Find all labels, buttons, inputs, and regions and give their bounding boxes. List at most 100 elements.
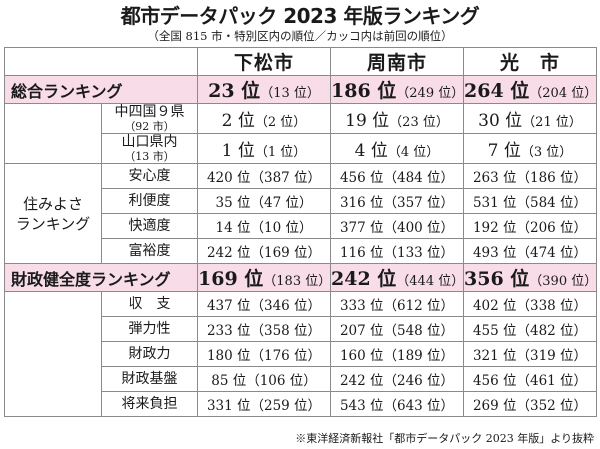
header-blank (4, 47, 198, 76)
regional-label-note: （92 市） (124, 120, 175, 133)
livability-label: 住みよさ ランキング (4, 163, 102, 264)
regional-label: 中四国９県 （92 市） (101, 103, 198, 134)
city-header-kudamatsu: 下松市 (197, 47, 331, 76)
prev-rank-value: （444 位） (396, 274, 464, 289)
prev-rank-value: （3 位） (520, 145, 573, 160)
overall-label: 総合ランキング (4, 75, 198, 104)
livability-sub-label: 快適度 (101, 213, 198, 239)
regional-cell: 1 位（1 位） (197, 133, 331, 164)
city-header-shunan: 周南市 (330, 47, 464, 76)
rank-cell: 455 位（482 位） (463, 316, 597, 342)
livability-label-line1: 住みよさ (22, 194, 83, 213)
fiscal-sub-row: 弾力性 233 位（358 位） 207 位（548 位） 455 位（482 … (5, 316, 597, 342)
regional-row: 中四国９県 （92 市） 2 位（2 位） 19 位（23 位） 30 位（21 … (4, 103, 597, 164)
rank-value: 23 位 (208, 80, 261, 102)
rank-cell: 35 位（47 位） (197, 188, 331, 214)
rank-cell: 456 位（484 位） (330, 163, 464, 189)
rank-value: 7 位 (487, 141, 521, 161)
ranking-table: 下松市 周南市 光 市 総合ランキング 23 位（13 位） 186 位（249… (4, 47, 597, 417)
rank-cell: 14 位（10 位） (197, 213, 331, 239)
rank-cell: 377 位（400 位） (330, 213, 464, 239)
rank-value: 19 位 (345, 111, 390, 131)
regional-row: 山口県内 （13 市） 1 位（1 位） 4 位（4 位） 7 位（3 位） (5, 133, 597, 164)
rank-cell: 316 位（357 位） (330, 188, 464, 214)
prev-rank-value: （390 位） (529, 274, 597, 289)
overall-cell: 264 位（204 位） (463, 75, 597, 104)
fiscal-sub-label: 収 支 (101, 291, 198, 317)
fiscal-sub-row: 財政基盤 85 位（106 位） 242 位（246 位） 456 位（461 … (5, 366, 597, 392)
rank-value: 242 位 (331, 268, 397, 290)
rank-cell: 269 位（352 位） (463, 391, 597, 417)
rank-cell: 456 位（461 位） (463, 366, 597, 392)
prev-rank-value: （2 位） (254, 115, 307, 130)
regional-cell: 19 位（23 位） (330, 103, 464, 134)
rank-cell: 331 位（259 位） (197, 391, 331, 417)
rank-cell: 402 位（338 位） (463, 291, 597, 317)
rank-cell: 160 位（189 位） (330, 341, 464, 367)
livability-sub-label: 利便度 (101, 188, 198, 214)
prev-rank-value: （13 位） (260, 86, 320, 101)
overall-cell: 186 位（249 位） (330, 75, 464, 104)
rank-cell: 543 位（643 位） (330, 391, 464, 417)
overall-cell: 23 位（13 位） (197, 75, 331, 104)
rank-value: 264 位 (464, 80, 530, 102)
regional-cell: 4 位（4 位） (330, 133, 464, 164)
fiscal-blank (4, 291, 102, 417)
fiscal-sub-label: 財政力 (101, 341, 198, 367)
fiscal-label: 財政健全度ランキング (4, 263, 198, 292)
prev-rank-value: （183 位） (263, 274, 331, 289)
source-footnote: ※東洋経済新報社「都市データパック 2023 年版」より抜粋 (295, 432, 594, 445)
regional-label-text: 山口県内 (121, 134, 178, 151)
fiscal-sub-label: 財政基盤 (101, 366, 198, 392)
rank-cell: 420 位（387 位） (197, 163, 331, 189)
header-row: 下松市 周南市 光 市 (4, 47, 597, 76)
rank-value: 30 位 (478, 111, 523, 131)
rank-cell: 85 位（106 位） (197, 366, 331, 392)
prev-rank-value: （204 位） (529, 86, 597, 101)
rank-cell: 321 位（319 位） (463, 341, 597, 367)
fiscal-sub-row: 将来負担 331 位（259 位） 543 位（643 位） 269 位（352… (5, 391, 597, 417)
rank-cell: 180 位（176 位） (197, 341, 331, 367)
regional-cell: 7 位（3 位） (463, 133, 597, 164)
rank-cell: 233 位（358 位） (197, 316, 331, 342)
regional-label-text: 中四国９県 (114, 104, 185, 121)
rank-cell: 437 位（346 位） (197, 291, 331, 317)
fiscal-cell: 169 位（183 位） (197, 263, 331, 292)
page-title: 都市データパック 2023 年版ランキング (120, 4, 480, 28)
livability-label-line2: ランキング (15, 214, 91, 233)
livability-row: 住みよさ ランキング 安心度 420 位（387 位） 456 位（484 位） … (4, 163, 597, 264)
rank-value: 186 位 (331, 80, 397, 102)
prev-rank-value: （249 位） (396, 86, 464, 101)
page-subtitle: （全国 815 市・特別区内の順位／カッコ内は前回の順位） (147, 29, 453, 43)
city-header-hikari: 光 市 (463, 47, 597, 76)
fiscal-sub-label: 弾力性 (101, 316, 198, 342)
regional-cell: 2 位（2 位） (197, 103, 331, 134)
prev-rank-value: （1 位） (254, 145, 307, 160)
rank-value: 356 位 (464, 268, 530, 290)
fiscal-row: 財政健全度ランキング 169 位（183 位） 242 位（444 位） 356… (4, 263, 597, 292)
rank-cell: 116 位（133 位） (330, 238, 464, 264)
regional-cell: 30 位（21 位） (463, 103, 597, 134)
livability-sub-label: 安心度 (101, 163, 198, 189)
regional-blank (4, 103, 102, 164)
rank-value: 4 位 (354, 141, 388, 161)
livability-sub-label: 富裕度 (101, 238, 198, 264)
prev-rank-value: （4 位） (387, 145, 440, 160)
fiscal-cell: 356 位（390 位） (463, 263, 597, 292)
rank-cell: 242 位（169 位） (197, 238, 331, 264)
livability-row: 富裕度 242 位（169 位） 116 位（133 位） 493 位（474 … (5, 238, 597, 264)
fiscal-sub-row: 収 支 437 位（346 位） 333 位（612 位） 402 位（338 … (4, 291, 597, 417)
rank-cell: 207 位（548 位） (330, 316, 464, 342)
regional-label-note: （13 市） (124, 150, 175, 163)
fiscal-cell: 242 位（444 位） (330, 263, 464, 292)
rank-cell: 242 位（246 位） (330, 366, 464, 392)
rank-cell: 493 位（474 位） (463, 238, 597, 264)
regional-label: 山口県内 （13 市） (101, 133, 198, 164)
rank-value: 2 位 (221, 111, 255, 131)
rank-cell: 531 位（584 位） (463, 188, 597, 214)
prev-rank-value: （21 位） (522, 115, 582, 130)
livability-row: 快適度 14 位（10 位） 377 位（400 位） 192 位（206 位） (5, 213, 597, 239)
fiscal-sub-label: 将来負担 (101, 391, 198, 417)
fiscal-sub-row: 財政力 180 位（176 位） 160 位（189 位） 321 位（319 … (5, 341, 597, 367)
rank-value: 1 位 (221, 141, 255, 161)
